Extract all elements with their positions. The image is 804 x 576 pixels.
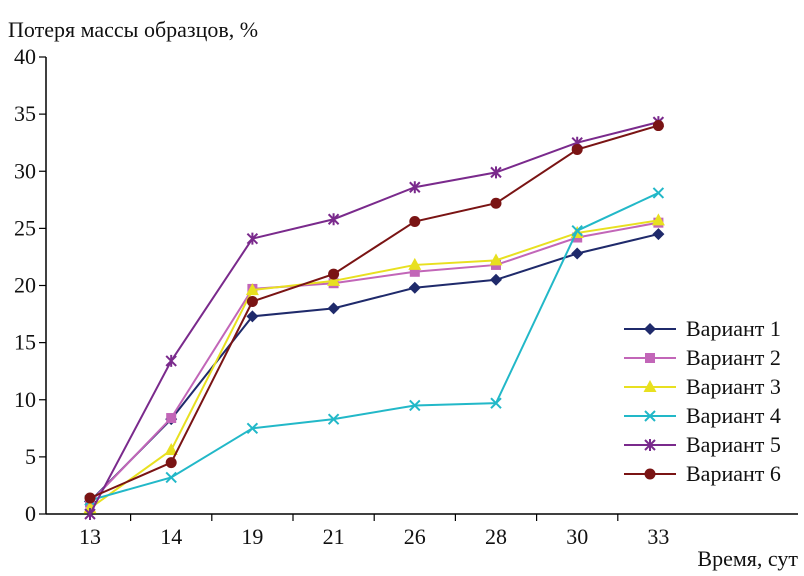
data-point: [490, 166, 502, 179]
legend-item: Вариант 1: [624, 316, 781, 341]
data-point: [490, 397, 502, 409]
data-point: [571, 144, 583, 156]
legend-marker: [645, 353, 655, 363]
legend-label: Вариант 2: [686, 345, 781, 370]
x-tick-label: 26: [404, 524, 426, 549]
legend-marker: [644, 323, 656, 335]
y-tick-label: 35: [14, 101, 36, 126]
y-tick-label: 10: [14, 387, 36, 412]
data-point: [327, 302, 340, 315]
series-line: [89, 121, 659, 515]
data-point: [84, 508, 96, 520]
legend-marker: [644, 439, 656, 451]
data-point: [327, 273, 341, 286]
legend-marker: [644, 468, 656, 480]
y-tick-label: 0: [25, 501, 36, 526]
y-tick-label: 30: [14, 158, 36, 183]
legend-marker: [644, 410, 656, 422]
y-tick-label: 20: [14, 273, 36, 298]
data-point: [165, 471, 177, 484]
legend-label: Вариант 1: [686, 316, 781, 341]
x-tick-label: 13: [79, 524, 101, 549]
series-line: [89, 192, 659, 502]
y-tick-label: 15: [14, 330, 36, 355]
data-point: [409, 181, 421, 194]
series-group: [83, 116, 665, 520]
data-point: [490, 273, 502, 286]
x-tick-label: 30: [566, 524, 588, 549]
data-point: [409, 399, 421, 412]
data-point: [165, 354, 177, 367]
x-tick-label: 14: [160, 524, 182, 549]
legend-item: Вариант 6: [624, 461, 781, 486]
legend: Вариант 1 Вариант 2 Вариант 3 Вариант 4 Вари…: [624, 316, 781, 486]
data-point: [409, 216, 421, 228]
legend-item: Вариант 5: [624, 432, 781, 457]
legend-label: Вариант 5: [686, 432, 781, 457]
legend-item: Вариант 3: [624, 374, 781, 399]
x-tick-label: 33: [647, 524, 669, 549]
ticks-group: 0 5 10 15 20 25 30 35 40 13 14 19 21 26 28 30 33: [14, 44, 669, 549]
y-axis-title: Потеря массы образцов, %: [8, 17, 258, 42]
data-point: [409, 266, 420, 277]
data-point: [489, 253, 503, 266]
data-point: [328, 268, 340, 280]
legend-label: Вариант 3: [686, 374, 781, 399]
data-point: [246, 422, 259, 435]
x-tick-label: 21: [323, 524, 345, 549]
series-line: [89, 124, 659, 499]
data-point: [246, 295, 258, 307]
data-point: [651, 213, 665, 226]
y-tick-label: 5: [25, 444, 36, 469]
data-point: [408, 257, 422, 270]
data-point: [408, 281, 421, 294]
data-point: [246, 310, 259, 323]
data-point: [652, 120, 664, 132]
series-line: [89, 219, 659, 510]
series-6: [84, 120, 664, 504]
series-line: [89, 221, 659, 504]
legend-marker: [643, 380, 657, 392]
y-tick-label: 25: [14, 215, 36, 240]
legend-item: Вариант 2: [624, 345, 781, 370]
data-point: [327, 413, 340, 425]
data-point: [490, 197, 502, 209]
x-axis-title: Время, сут: [697, 546, 798, 571]
data-point: [84, 492, 96, 504]
data-point: [245, 283, 259, 296]
legend-label: Вариант 4: [686, 403, 781, 428]
data-point: [571, 224, 583, 237]
data-point: [652, 228, 665, 241]
data-point: [166, 413, 177, 424]
data-point: [652, 187, 665, 199]
data-point: [327, 213, 340, 226]
y-tick-label: 40: [14, 44, 36, 69]
x-tick-label: 28: [485, 524, 507, 549]
data-point: [246, 232, 259, 245]
x-tick-label: 19: [241, 524, 263, 549]
legend-label: Вариант 6: [686, 461, 781, 486]
data-point: [165, 457, 177, 469]
legend-item: Вариант 4: [624, 403, 781, 428]
data-point: [571, 247, 584, 260]
data-point: [164, 443, 178, 456]
